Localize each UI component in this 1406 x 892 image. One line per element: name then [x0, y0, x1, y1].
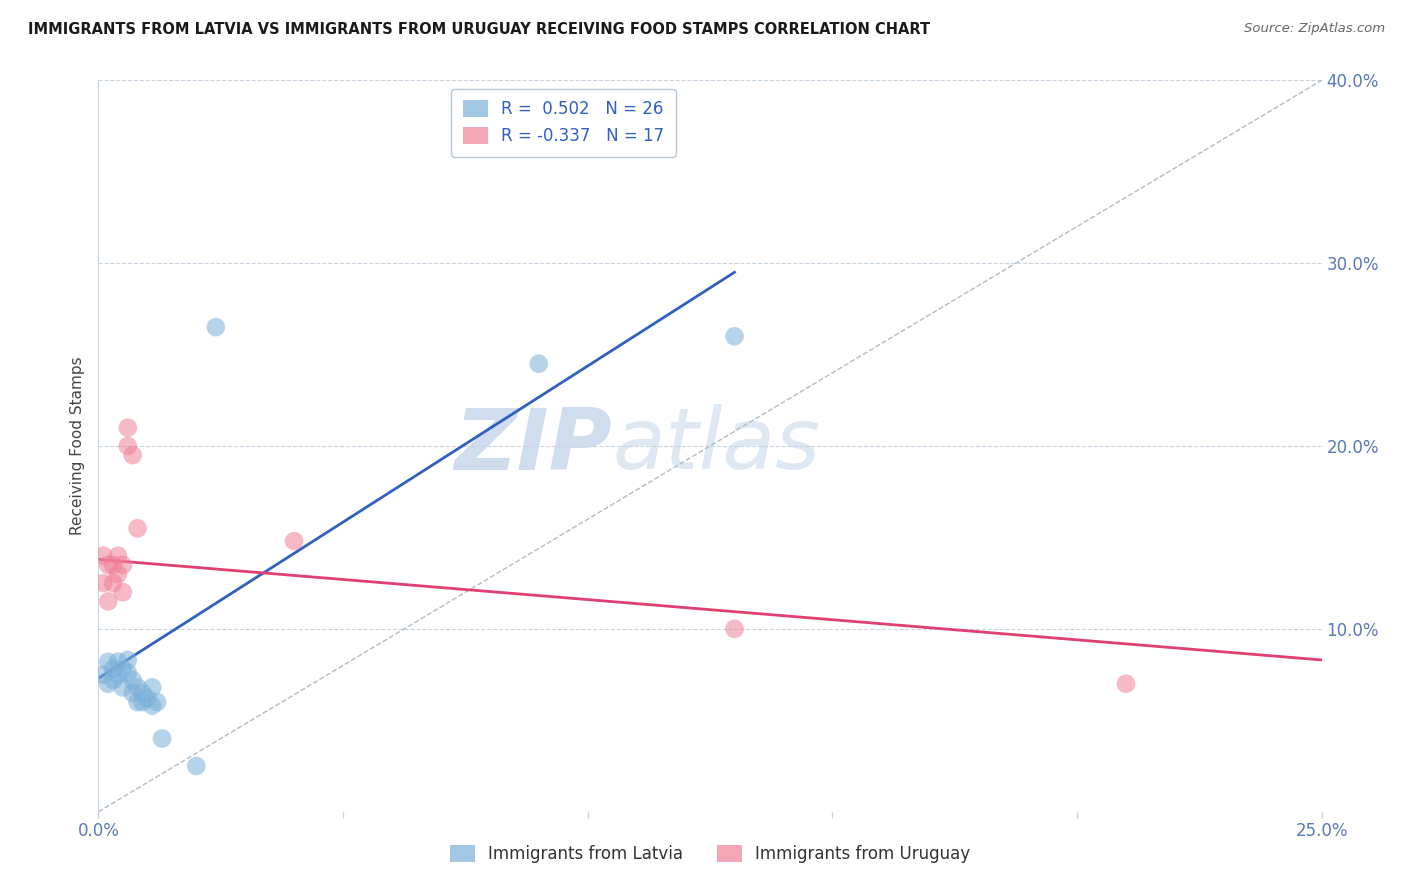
Point [117, 439, 139, 453]
Point [91, 576, 114, 591]
Point [127, 521, 149, 535]
Text: IMMIGRANTS FROM LATVIA VS IMMIGRANTS FROM URUGUAY RECEIVING FOOD STAMPS CORRELAT: IMMIGRANTS FROM LATVIA VS IMMIGRANTS FRO… [28, 22, 931, 37]
Point [101, 673, 124, 687]
Point [121, 448, 143, 462]
Point [1115, 676, 1137, 690]
Point [107, 549, 129, 563]
Y-axis label: Receiving Food Stamps: Receiving Food Stamps [70, 357, 86, 535]
Point [117, 421, 139, 435]
Point [131, 686, 153, 700]
Point [117, 653, 139, 667]
Legend: Immigrants from Latvia, Immigrants from Uruguay: Immigrants from Latvia, Immigrants from … [440, 835, 980, 873]
Point [97, 594, 120, 608]
Text: ZIP: ZIP [454, 404, 612, 488]
Point [101, 558, 124, 572]
Point [205, 320, 228, 334]
Point [136, 691, 159, 706]
Point [131, 695, 153, 709]
Point [91, 549, 114, 563]
Point [97, 558, 120, 572]
Point [723, 622, 745, 636]
Text: Source: ZipAtlas.com: Source: ZipAtlas.com [1244, 22, 1385, 36]
Point [101, 576, 124, 591]
Point [127, 681, 149, 695]
Point [723, 329, 745, 343]
Point [107, 655, 129, 669]
Point [186, 759, 208, 773]
Point [121, 686, 143, 700]
Point [101, 662, 124, 676]
Point [141, 698, 163, 713]
Point [150, 731, 173, 746]
Point [91, 667, 114, 681]
Text: atlas: atlas [612, 404, 820, 488]
Point [107, 667, 129, 681]
Point [121, 673, 143, 687]
Point [141, 681, 163, 695]
Point [111, 662, 134, 676]
Point [527, 357, 550, 371]
Point [146, 695, 169, 709]
Point [97, 655, 120, 669]
Point [107, 567, 129, 582]
Point [127, 695, 149, 709]
Point [111, 558, 134, 572]
Point [97, 676, 120, 690]
Point [111, 681, 134, 695]
Point [117, 665, 139, 680]
Point [111, 585, 134, 599]
Point [283, 534, 305, 549]
